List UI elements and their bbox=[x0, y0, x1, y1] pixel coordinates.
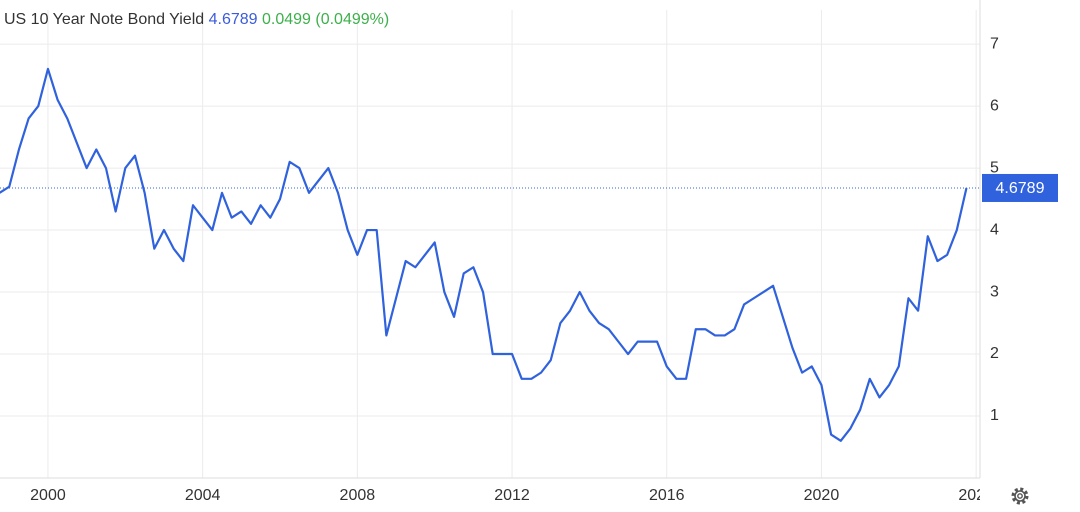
x-tick-label: 2004 bbox=[185, 487, 221, 504]
plot bbox=[0, 67, 980, 442]
y-tick-label: 1 bbox=[990, 407, 999, 424]
y-tick-label: 3 bbox=[990, 283, 999, 300]
price-label-box bbox=[982, 173, 1058, 202]
line-series bbox=[0, 67, 968, 442]
x-tick-label: 2012 bbox=[494, 487, 530, 504]
y-tick-label: 5 bbox=[990, 159, 999, 176]
y-tick-label: 2 bbox=[990, 345, 999, 362]
y-tick-label: 7 bbox=[990, 35, 999, 52]
x-labels: 2000 2004 2008 2012 2016 2020 2024 bbox=[30, 487, 994, 504]
y-tick-label: 4 bbox=[990, 221, 999, 238]
x-tick-label: 2016 bbox=[649, 487, 685, 504]
chart-title: US 10 Year Note Bond Yield bbox=[4, 11, 204, 28]
change: 0.0499 (0.0499%) bbox=[262, 11, 389, 28]
x-tick-label: 2008 bbox=[340, 487, 376, 504]
settings-icon[interactable] bbox=[1011, 487, 1029, 505]
price-label: 4.6789 bbox=[996, 180, 1045, 197]
grid bbox=[0, 10, 980, 478]
x-tick-label: 2000 bbox=[30, 487, 66, 504]
x-tick-label: 2020 bbox=[804, 487, 840, 504]
price: 4.6789 bbox=[209, 11, 258, 28]
y-tick-label: 6 bbox=[990, 97, 999, 114]
chart-title-group: US 10 Year Note Bond Yield 4.6789 0.0499… bbox=[4, 11, 389, 28]
x-tick-label: 2024 bbox=[958, 487, 994, 504]
